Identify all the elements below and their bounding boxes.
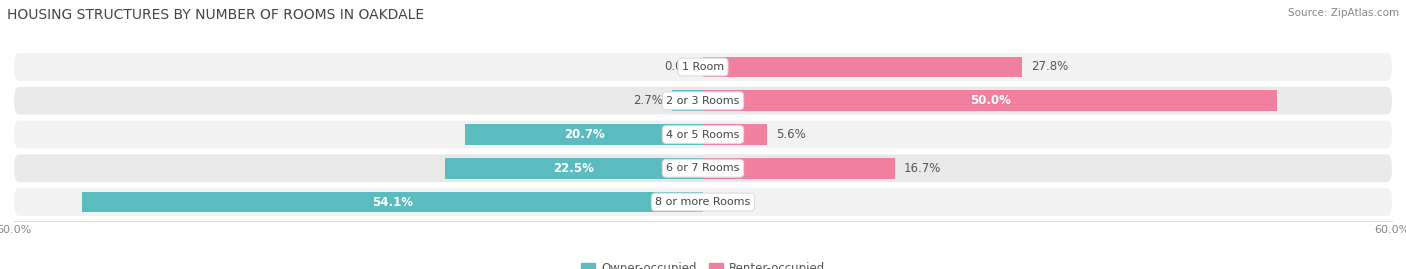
FancyBboxPatch shape: [14, 154, 1392, 182]
Text: 5.6%: 5.6%: [776, 128, 806, 141]
Text: 54.1%: 54.1%: [373, 196, 413, 208]
Text: 8 or more Rooms: 8 or more Rooms: [655, 197, 751, 207]
Bar: [465, 124, 703, 145]
Text: 22.5%: 22.5%: [554, 162, 595, 175]
Bar: [82, 192, 703, 213]
Text: 1 Room: 1 Room: [682, 62, 724, 72]
Text: 20.7%: 20.7%: [564, 128, 605, 141]
Bar: [703, 90, 1277, 111]
FancyBboxPatch shape: [14, 188, 1392, 216]
FancyBboxPatch shape: [14, 53, 1392, 81]
Text: 6 or 7 Rooms: 6 or 7 Rooms: [666, 163, 740, 173]
Text: HOUSING STRUCTURES BY NUMBER OF ROOMS IN OAKDALE: HOUSING STRUCTURES BY NUMBER OF ROOMS IN…: [7, 8, 425, 22]
Bar: [444, 158, 703, 179]
Text: Source: ZipAtlas.com: Source: ZipAtlas.com: [1288, 8, 1399, 18]
Bar: [703, 158, 894, 179]
Text: 16.7%: 16.7%: [904, 162, 941, 175]
FancyBboxPatch shape: [14, 121, 1392, 148]
Text: 0.0%: 0.0%: [664, 61, 693, 73]
Text: 4 or 5 Rooms: 4 or 5 Rooms: [666, 129, 740, 140]
Bar: [703, 56, 1022, 77]
Text: 2 or 3 Rooms: 2 or 3 Rooms: [666, 96, 740, 106]
Text: 27.8%: 27.8%: [1032, 61, 1069, 73]
Bar: [672, 90, 703, 111]
Text: 0.0%: 0.0%: [713, 196, 742, 208]
Bar: [703, 124, 768, 145]
Legend: Owner-occupied, Renter-occupied: Owner-occupied, Renter-occupied: [576, 258, 830, 269]
Text: 50.0%: 50.0%: [970, 94, 1011, 107]
Text: 2.7%: 2.7%: [633, 94, 662, 107]
FancyBboxPatch shape: [14, 87, 1392, 115]
